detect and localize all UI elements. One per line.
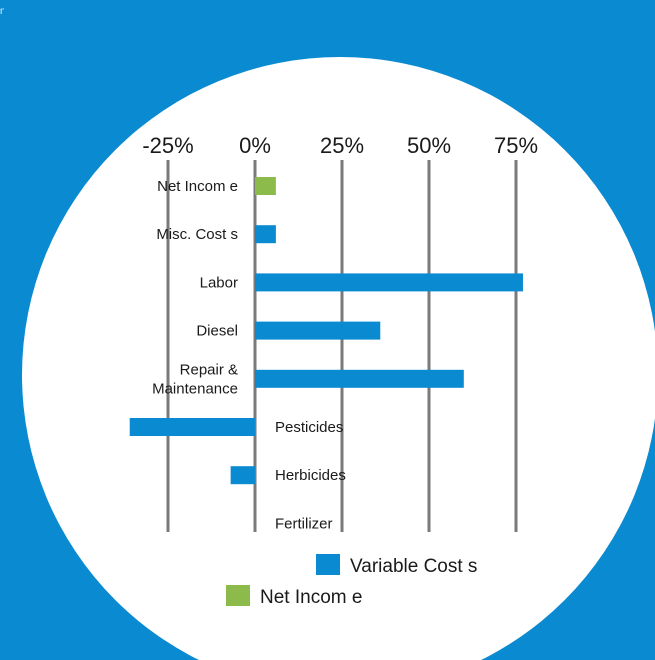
bar bbox=[230, 466, 255, 485]
bars bbox=[129, 177, 523, 485]
category-label: Diesel bbox=[196, 323, 238, 340]
bar bbox=[255, 369, 464, 388]
legend-label: Variable Cost s bbox=[350, 556, 477, 577]
x-tick-label: 50% bbox=[407, 133, 451, 158]
category-label: Repair & bbox=[180, 361, 238, 378]
category-label: Herbicides bbox=[275, 467, 346, 484]
legend-swatch bbox=[316, 554, 340, 575]
background-circle bbox=[22, 57, 655, 660]
category-label: Labor bbox=[200, 274, 238, 291]
gridlines bbox=[166, 160, 518, 532]
legend-label: Net Incom e bbox=[260, 587, 362, 608]
category-label: Maintenance bbox=[152, 380, 238, 397]
legend-swatch bbox=[226, 585, 250, 606]
x-tick-label: -25% bbox=[142, 133, 193, 158]
x-tick-label: 0% bbox=[239, 133, 271, 158]
bar bbox=[255, 177, 276, 195]
bar bbox=[255, 321, 381, 340]
category-label: Misc. Cost s bbox=[156, 226, 238, 243]
category-label: Pesticides bbox=[275, 419, 343, 436]
category-label: Fertilizer bbox=[275, 515, 333, 532]
x-tick-label: 75% bbox=[494, 133, 538, 158]
x-tick-label: 25% bbox=[320, 133, 364, 158]
bar bbox=[255, 273, 523, 292]
bar bbox=[129, 418, 255, 436]
corner-mark: n bbox=[0, 6, 4, 14]
category-label: Net Incom e bbox=[157, 178, 238, 195]
category-labels: Net Incom e Misc. Cost s Labor Diesel Repair… bbox=[152, 178, 346, 532]
bar bbox=[255, 225, 276, 244]
legend: Variable Cost s Net Incom e bbox=[226, 554, 477, 608]
x-tick-labels: -25% 0% 25% 50% 75% bbox=[142, 133, 538, 158]
